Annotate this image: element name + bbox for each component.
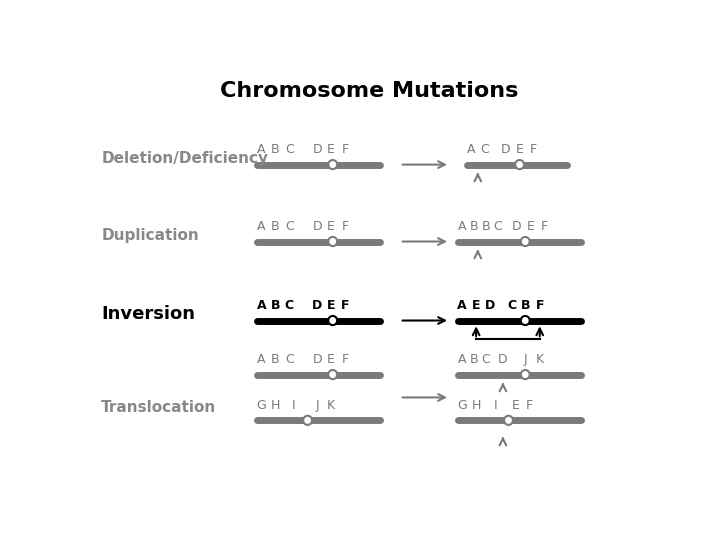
Ellipse shape	[328, 370, 337, 379]
Ellipse shape	[521, 316, 530, 325]
Text: Duplication: Duplication	[101, 228, 199, 243]
Text: C: C	[285, 220, 294, 233]
Text: B: B	[521, 299, 531, 312]
Text: B: B	[481, 220, 490, 233]
Text: A: A	[257, 220, 266, 233]
Text: H: H	[271, 399, 280, 412]
Text: E: E	[327, 143, 335, 156]
Text: C: C	[284, 299, 294, 312]
Text: C: C	[285, 353, 294, 366]
Text: D: D	[501, 143, 510, 156]
Text: E: E	[511, 399, 519, 412]
Text: C: C	[508, 299, 516, 312]
Text: A: A	[257, 143, 266, 156]
Text: D: D	[312, 353, 322, 366]
Text: B: B	[271, 299, 280, 312]
Text: F: F	[341, 353, 348, 366]
Text: Deletion/Deficiency: Deletion/Deficiency	[101, 151, 268, 166]
Text: D: D	[485, 299, 495, 312]
Text: A: A	[458, 353, 467, 366]
Text: Inversion: Inversion	[101, 305, 195, 323]
Text: Translocation: Translocation	[101, 400, 217, 415]
Text: F: F	[536, 299, 544, 312]
Ellipse shape	[516, 160, 524, 169]
Text: A: A	[457, 299, 467, 312]
Ellipse shape	[328, 237, 337, 246]
Text: A: A	[467, 143, 475, 156]
Ellipse shape	[303, 416, 312, 425]
Text: F: F	[341, 299, 349, 312]
Text: C: C	[481, 353, 490, 366]
Ellipse shape	[521, 370, 530, 379]
Text: C: C	[481, 143, 490, 156]
Text: K: K	[536, 353, 544, 366]
Ellipse shape	[504, 416, 513, 425]
Text: K: K	[327, 399, 335, 412]
Text: E: E	[526, 220, 534, 233]
Text: D: D	[498, 353, 508, 366]
Ellipse shape	[521, 237, 530, 246]
Text: A: A	[256, 299, 266, 312]
Text: F: F	[341, 143, 348, 156]
Text: C: C	[493, 220, 502, 233]
Text: I: I	[493, 399, 497, 412]
Text: I: I	[292, 399, 295, 412]
Text: B: B	[469, 353, 478, 366]
Text: G: G	[256, 399, 266, 412]
Ellipse shape	[328, 316, 337, 325]
Text: G: G	[457, 399, 467, 412]
Text: D: D	[312, 299, 323, 312]
Text: D: D	[511, 220, 521, 233]
Text: F: F	[530, 143, 537, 156]
Text: E: E	[516, 143, 523, 156]
Text: E: E	[472, 299, 480, 312]
Text: A: A	[458, 220, 467, 233]
Text: F: F	[541, 220, 548, 233]
Text: D: D	[312, 143, 322, 156]
Text: F: F	[341, 220, 348, 233]
Text: B: B	[271, 353, 279, 366]
Text: E: E	[327, 220, 335, 233]
Text: B: B	[469, 220, 478, 233]
Text: B: B	[271, 220, 279, 233]
Text: J: J	[524, 353, 528, 366]
Text: D: D	[312, 220, 322, 233]
Text: J: J	[315, 399, 319, 412]
Text: H: H	[472, 399, 481, 412]
Text: E: E	[327, 299, 336, 312]
Text: B: B	[271, 143, 279, 156]
Text: F: F	[526, 399, 533, 412]
Text: C: C	[285, 143, 294, 156]
Text: E: E	[327, 353, 335, 366]
Text: A: A	[257, 353, 266, 366]
Text: Chromosome Mutations: Chromosome Mutations	[220, 82, 518, 102]
Ellipse shape	[328, 160, 337, 169]
